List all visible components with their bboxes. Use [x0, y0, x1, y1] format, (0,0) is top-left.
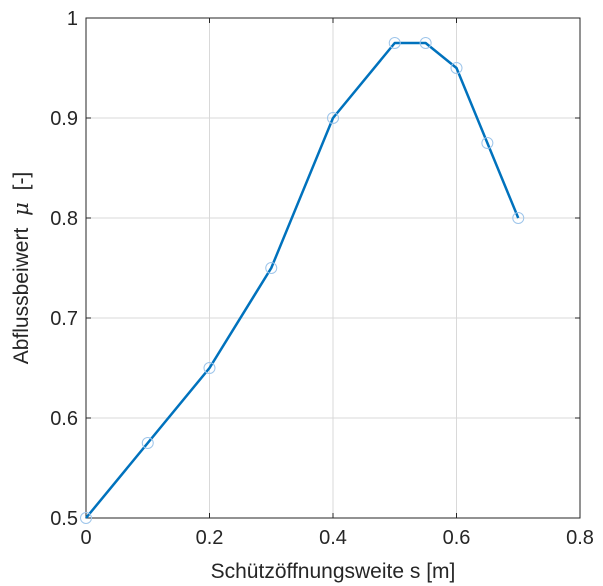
- data-point-marker: [388, 37, 401, 49]
- x-tick-label: 0.8: [566, 527, 594, 549]
- data-point-marker: [265, 262, 278, 274]
- y-tick-label: 0.7: [50, 308, 78, 330]
- y-tick-label: 0.6: [50, 408, 78, 430]
- marker-layer: [80, 37, 525, 524]
- y-tick-label: 0.9: [50, 108, 78, 130]
- y-tick-label: 1: [67, 8, 78, 30]
- tick-labels: 0 0.2 0.4 0.6 0.8 0.5 0.6 0.7 0.8 0.9 1: [50, 8, 594, 549]
- y-tick-label: 0.5: [50, 508, 78, 530]
- x-tick-label: 0.4: [319, 527, 347, 549]
- y-axis-label: Abflussbeiwert μ [-]: [9, 172, 33, 365]
- x-tick-label: 0.2: [196, 527, 224, 549]
- y-axis-label-symbol: μ: [9, 202, 33, 216]
- y-tick-label: 0.8: [50, 208, 78, 230]
- data-point-marker: [512, 212, 525, 224]
- data-point-marker: [419, 37, 432, 49]
- data-point-marker: [141, 437, 154, 449]
- data-point-marker: [203, 362, 216, 374]
- series-layer: [85, 41, 520, 519]
- data-point-marker: [80, 512, 92, 524]
- x-tick-label: 0.6: [443, 527, 471, 549]
- series-line: [85, 41, 520, 519]
- x-axis-label: Schützöffnungsweite s [m]: [211, 560, 456, 583]
- data-point-marker: [450, 62, 463, 74]
- data-point-marker: [327, 112, 339, 124]
- y-axis-label-text: Abflussbeiwert: [10, 228, 33, 365]
- y-axis-label-unit: [-]: [10, 172, 33, 191]
- x-tick-label: 0: [80, 527, 91, 549]
- data-point-marker: [481, 137, 494, 149]
